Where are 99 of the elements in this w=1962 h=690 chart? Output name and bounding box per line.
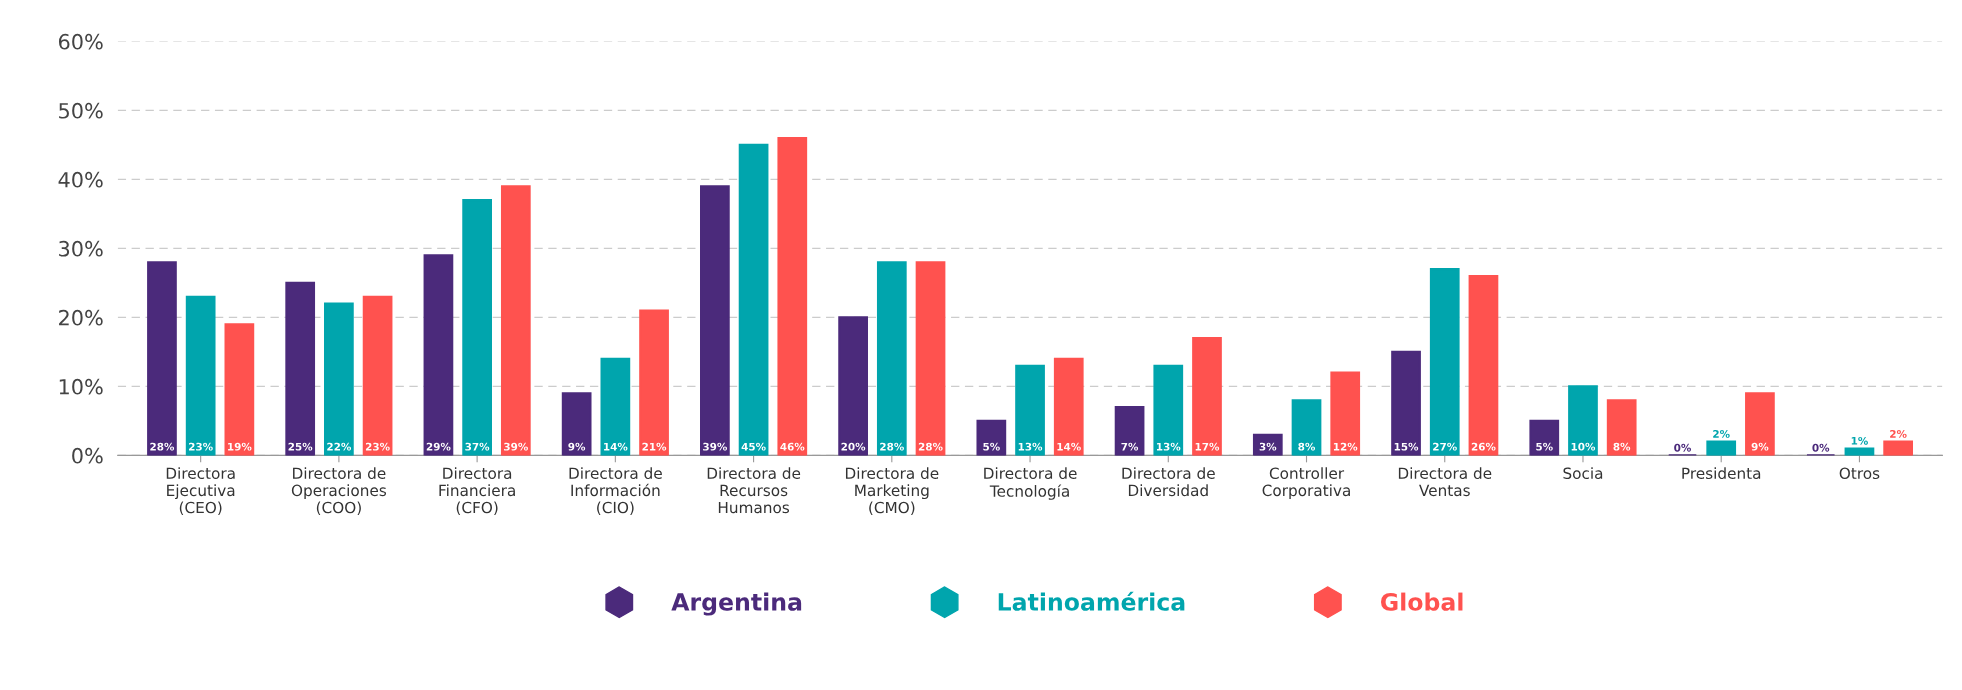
- data-label: 28%: [150, 442, 175, 451]
- x-tick-label: Directora Ejecutiva (CEO): [166, 467, 235, 516]
- y-tick-label: 20%: [59, 309, 103, 326]
- data-label: 7%: [1121, 442, 1139, 451]
- x-tick-label: Directora de Información (CIO): [569, 467, 662, 516]
- bar: [1053, 357, 1084, 456]
- data-label: 39%: [703, 442, 728, 451]
- data-label: 14%: [1057, 442, 1081, 451]
- bar: [600, 357, 631, 456]
- data-label: 26%: [1471, 442, 1496, 451]
- bar: [1391, 350, 1421, 456]
- data-label: 23%: [189, 442, 213, 451]
- x-tick-label: Directora de Marketing (CMO): [845, 467, 939, 516]
- x-tick-label: Directora de Operaciones (COO): [291, 467, 387, 516]
- bar: [1114, 406, 1145, 456]
- y-tick-label: 60%: [58, 33, 103, 50]
- data-label: 28%: [918, 442, 943, 451]
- bar: [147, 261, 177, 456]
- y-tick-label: 0%: [72, 447, 103, 464]
- data-label: 20%: [841, 442, 866, 451]
- data-label: 37%: [465, 442, 490, 451]
- y-tick-label: 10%: [59, 378, 103, 395]
- bar: [561, 392, 592, 456]
- bar: [738, 143, 769, 456]
- data-label: 17%: [1195, 442, 1220, 451]
- bar: [1706, 440, 1737, 456]
- data-label: 2%: [1713, 429, 1730, 438]
- data-label: 0%: [1674, 443, 1692, 452]
- data-label: 19%: [228, 442, 252, 451]
- data-label: 5%: [1536, 442, 1553, 451]
- bar: [1529, 419, 1560, 456]
- data-label: 2%: [1890, 429, 1907, 438]
- bar: [1606, 399, 1637, 456]
- bar: [185, 295, 216, 456]
- data-label: 8%: [1613, 442, 1631, 451]
- x-tick-label: Presidenta: [1682, 467, 1761, 480]
- bar: [1192, 337, 1222, 456]
- data-label: 9%: [568, 442, 586, 451]
- legend-label: Latinoamérica: [998, 591, 1185, 611]
- legend-label: Argentina: [671, 592, 802, 616]
- bar: [324, 302, 354, 456]
- bar: [362, 295, 393, 456]
- data-label: 23%: [365, 442, 390, 451]
- bar: [1015, 364, 1045, 456]
- data-label: 45%: [741, 442, 766, 451]
- x-tick-label: Directora de Recursos Humanos: [707, 467, 801, 514]
- data-label: 21%: [642, 442, 667, 451]
- data-label: 28%: [880, 442, 904, 451]
- bar: [915, 261, 946, 456]
- bar: [1330, 371, 1361, 456]
- x-tick-label: Directora de Ventas: [1398, 467, 1492, 497]
- data-label: 13%: [1156, 442, 1181, 451]
- bar: [285, 281, 316, 456]
- bar: [1745, 392, 1775, 456]
- bar: [639, 309, 669, 456]
- y-tick-label: 50%: [59, 102, 103, 119]
- x-tick-label: Directora Financiera (CFO): [439, 467, 515, 516]
- data-label: 12%: [1333, 442, 1358, 451]
- bar: [700, 185, 730, 456]
- data-label: 9%: [1751, 442, 1769, 451]
- y-tick-label: 40%: [58, 171, 103, 188]
- data-label: 13%: [1018, 442, 1043, 451]
- bar: [1883, 440, 1914, 456]
- data-label: 8%: [1298, 442, 1316, 451]
- bar: [1291, 399, 1322, 456]
- data-label: 46%: [780, 442, 805, 451]
- bar: [1153, 364, 1184, 456]
- bar: [224, 323, 255, 456]
- x-tick-label: Directora de Tecnología: [984, 467, 1077, 500]
- bar: [838, 316, 868, 456]
- bar: [500, 185, 531, 456]
- data-label: 22%: [327, 442, 352, 451]
- bar: [1844, 447, 1875, 456]
- data-label: 1%: [1851, 436, 1868, 445]
- bar: [1252, 433, 1283, 456]
- data-label: 5%: [983, 442, 1000, 451]
- bar: [976, 419, 1007, 456]
- bar: [876, 261, 907, 456]
- x-tick-label: Directora de Diversidad: [1122, 467, 1215, 497]
- data-label: 29%: [426, 442, 451, 451]
- bar: [462, 199, 492, 456]
- data-label: 25%: [288, 442, 313, 451]
- bar: [1429, 268, 1460, 456]
- x-tick-label: Otros: [1839, 467, 1880, 480]
- data-label: 3%: [1259, 442, 1277, 451]
- data-label: 0%: [1812, 443, 1830, 452]
- bar: [423, 254, 454, 456]
- bar: [777, 136, 808, 456]
- x-tick-label: Socia: [1563, 467, 1603, 480]
- bar: [1468, 274, 1499, 456]
- data-label: 39%: [504, 442, 528, 451]
- data-label: 14%: [604, 442, 628, 451]
- legend-label: Global: [1380, 592, 1463, 611]
- data-label: 27%: [1433, 442, 1457, 451]
- data-label: 15%: [1394, 442, 1419, 451]
- x-tick-label: Controller Corporativa: [1262, 467, 1350, 500]
- data-label: 10%: [1571, 442, 1596, 451]
- bar: [1568, 385, 1598, 456]
- y-tick-label: 30%: [59, 240, 103, 257]
